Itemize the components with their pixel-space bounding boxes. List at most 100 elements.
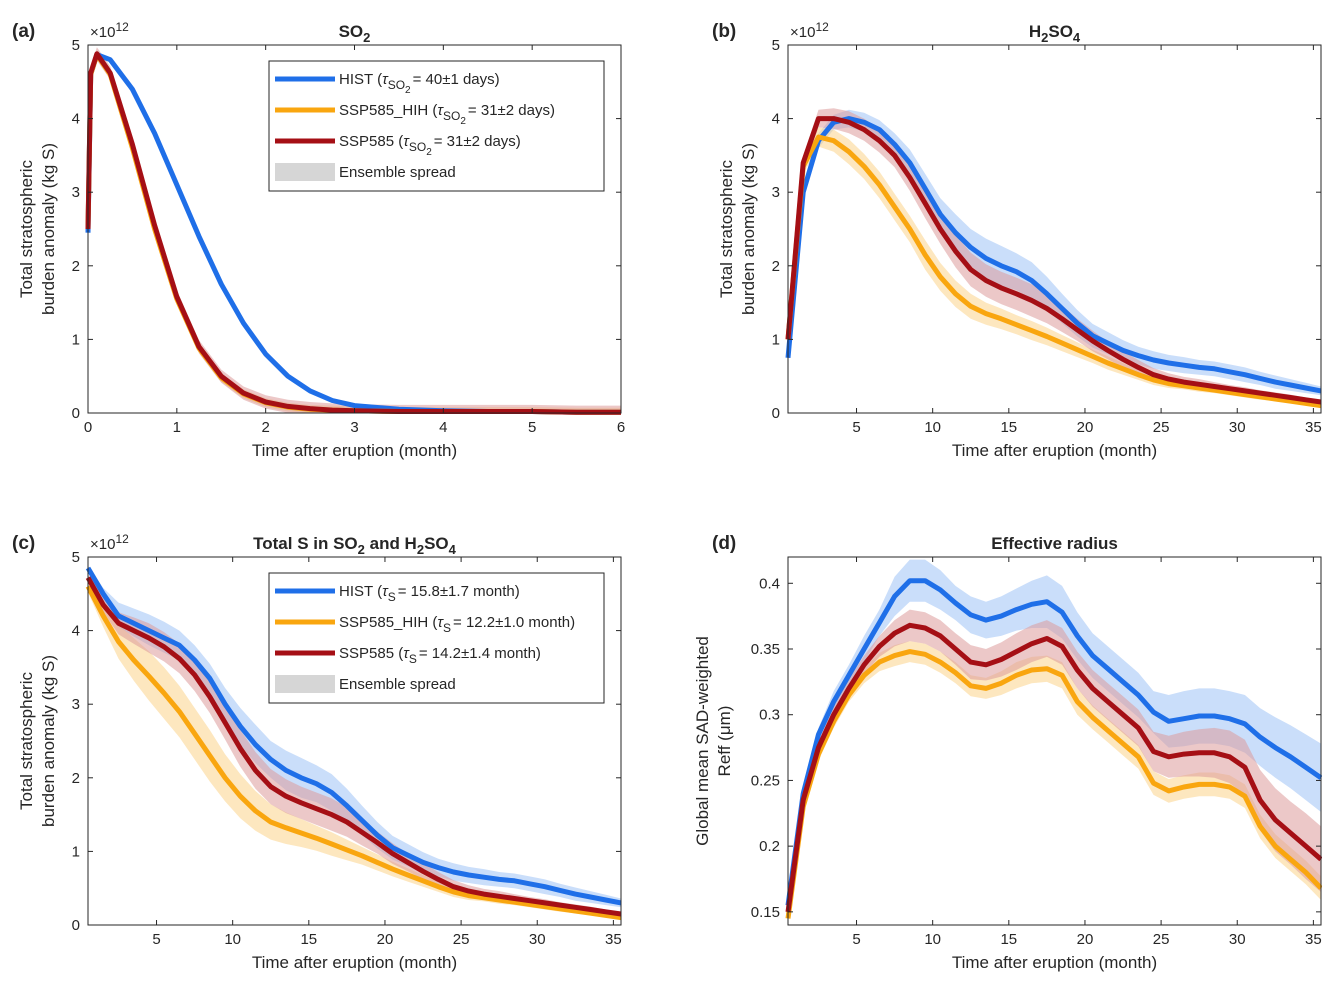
- x-tick-label: 5: [852, 931, 860, 948]
- x-tick-label: 35: [1305, 931, 1322, 948]
- x-tick-label: 4: [439, 419, 447, 436]
- panel-d: 5 10 15 20 25 30 35 0.15 0.2 0.25 0.3 0.35 0.4 Time a…: [693, 533, 1322, 972]
- legend-entry: HIST (τS = 15.8±1.7 month): [339, 583, 520, 604]
- x-tick-label: 30: [529, 931, 546, 948]
- legend-swatch-spread: [275, 675, 335, 693]
- series-line-ssp585-hih: [85, 585, 622, 921]
- x-axis-label: Time after eruption (month): [952, 953, 1157, 972]
- y-tick-label: 5: [72, 37, 80, 54]
- y-tick-label: 4: [772, 111, 780, 128]
- y-tick-label: 0.25: [751, 772, 780, 789]
- x-tick-label: 10: [924, 931, 941, 948]
- y-tick-label: 3: [72, 696, 80, 713]
- axis-multiplier: ×1012: [90, 20, 129, 41]
- panel-label: (d): [712, 533, 736, 554]
- panel-label: (a): [12, 21, 35, 42]
- y-tick-label: 0: [772, 405, 780, 422]
- y-tick-label: 1: [772, 331, 780, 348]
- series-line-ssp585: [85, 576, 622, 917]
- series-line-ssp585-hih: [785, 649, 1322, 919]
- y-tick-label: 2: [72, 258, 80, 275]
- y-tick-label: 2: [72, 770, 80, 787]
- y-tick-label: 4: [72, 623, 80, 640]
- panel-c: 5 10 15 20 25 30 35 0 1 2 3 4 5 ×1012 Time after erupt…: [12, 532, 622, 972]
- x-tick-label: 35: [1305, 419, 1322, 436]
- x-tick-label: 15: [1000, 931, 1017, 948]
- y-axis-label: Total stratospheric: [717, 160, 736, 298]
- x-tick-label: 3: [350, 419, 358, 436]
- x-tick-label: 20: [377, 931, 394, 948]
- y-tick-label: 0.3: [759, 707, 780, 724]
- panel-title: Total S in SO2 and H2SO4: [253, 534, 457, 557]
- panel-b: 5 10 15 20 25 30 35 0 1 2 3 4 5 ×1012 Time after erupt…: [712, 20, 1322, 460]
- y-axis-label: Global mean SAD-weighted: [693, 636, 712, 846]
- y-axis-label: Total stratospheric: [17, 160, 36, 298]
- series-line-hist: [785, 116, 1322, 394]
- x-axis-label: Time after eruption (month): [252, 953, 457, 972]
- x-tick-label: 25: [1153, 419, 1170, 436]
- axes-box: [87, 556, 622, 926]
- panel-a: 0 1 2 3 4 5 6 0 1 2 3 4 5 ×1012 Time after eruption (m…: [12, 20, 625, 460]
- x-tick-label: 6: [617, 419, 625, 436]
- plot-area: [788, 45, 1321, 413]
- y-tick-label: 3: [72, 184, 80, 201]
- y-tick-label: 0.35: [751, 641, 780, 658]
- legend: HIST (τSO2= 40±1 days) SSP585_HIH (τSO2= …: [268, 60, 605, 192]
- legend-entry: SSP585_HIH (τSO2= 31±2 days): [339, 102, 555, 127]
- x-axis-label: Time after eruption (month): [952, 441, 1157, 460]
- y-tick-label: 0.2: [759, 838, 780, 855]
- x-tick-label: 1: [173, 419, 181, 436]
- panel-title: H2SO4: [1029, 22, 1081, 45]
- x-tick-label: 20: [1077, 931, 1094, 948]
- legend-entry: HIST (τSO2= 40±1 days): [339, 71, 500, 96]
- series-line-ssp585-hih: [785, 134, 1322, 409]
- y-tick-label: 5: [72, 549, 80, 566]
- x-tick-label: 30: [1229, 419, 1246, 436]
- x-tick-label: 0: [84, 419, 92, 436]
- y-axis-label: burden anomaly (kg S): [39, 655, 58, 827]
- x-tick-label: 35: [605, 931, 622, 948]
- axes-box: [787, 44, 1322, 414]
- axis-multiplier: ×1012: [790, 20, 829, 41]
- series-line-ssp585: [785, 622, 1322, 913]
- y-tick-label: 5: [772, 37, 780, 54]
- y-tick-label: 2: [772, 258, 780, 275]
- spread-band-ssp585-hih: [788, 127, 1321, 408]
- panel-label: (b): [712, 21, 736, 42]
- y-tick-label: 3: [772, 184, 780, 201]
- x-tick-label: 2: [261, 419, 269, 436]
- x-tick-label: 5: [528, 419, 536, 436]
- x-tick-label: 25: [453, 931, 470, 948]
- y-tick-label: 1: [72, 331, 80, 348]
- x-tick-label: 25: [1153, 931, 1170, 948]
- legend: HIST (τS = 15.8±1.7 month) SSP585_HIH (τS =…: [268, 572, 605, 704]
- axes-box: [787, 556, 1322, 926]
- y-axis-label: Reff (μm): [715, 706, 734, 777]
- series-line-hist: [85, 566, 622, 906]
- x-tick-label: 30: [1229, 931, 1246, 948]
- legend-entry: Ensemble spread: [339, 164, 456, 181]
- y-tick-label: 4: [72, 111, 80, 128]
- panel-title: SO2: [339, 22, 371, 45]
- panel-title: Effective radius: [991, 534, 1118, 553]
- legend-entry: SSP585 (τS = 14.2±1.4 month): [339, 645, 541, 666]
- y-tick-label: 0.4: [759, 575, 780, 592]
- x-axis-label: Time after eruption (month): [252, 441, 457, 460]
- spread-band-ssp585: [788, 609, 1321, 916]
- series-line-ssp585: [785, 116, 1322, 405]
- y-tick-label: 0: [72, 917, 80, 934]
- y-axis-label: Total stratospheric: [17, 672, 36, 810]
- y-axis-label: burden anomaly (kg S): [739, 143, 758, 315]
- legend-entry: SSP585_HIH (τS = 12.2±1.0 month): [339, 614, 575, 635]
- x-tick-label: 15: [300, 931, 317, 948]
- y-tick-label: 0: [72, 405, 80, 422]
- axis-multiplier: ×1012: [90, 532, 129, 553]
- y-tick-label: 0.15: [751, 904, 780, 921]
- y-tick-label: 1: [72, 843, 80, 860]
- legend-entry: SSP585 (τSO2= 31±2 days): [339, 133, 521, 158]
- x-tick-label: 10: [224, 931, 241, 948]
- x-tick-label: 10: [924, 419, 941, 436]
- panel-label: (c): [12, 533, 35, 554]
- y-axis-label: burden anomaly (kg S): [39, 143, 58, 315]
